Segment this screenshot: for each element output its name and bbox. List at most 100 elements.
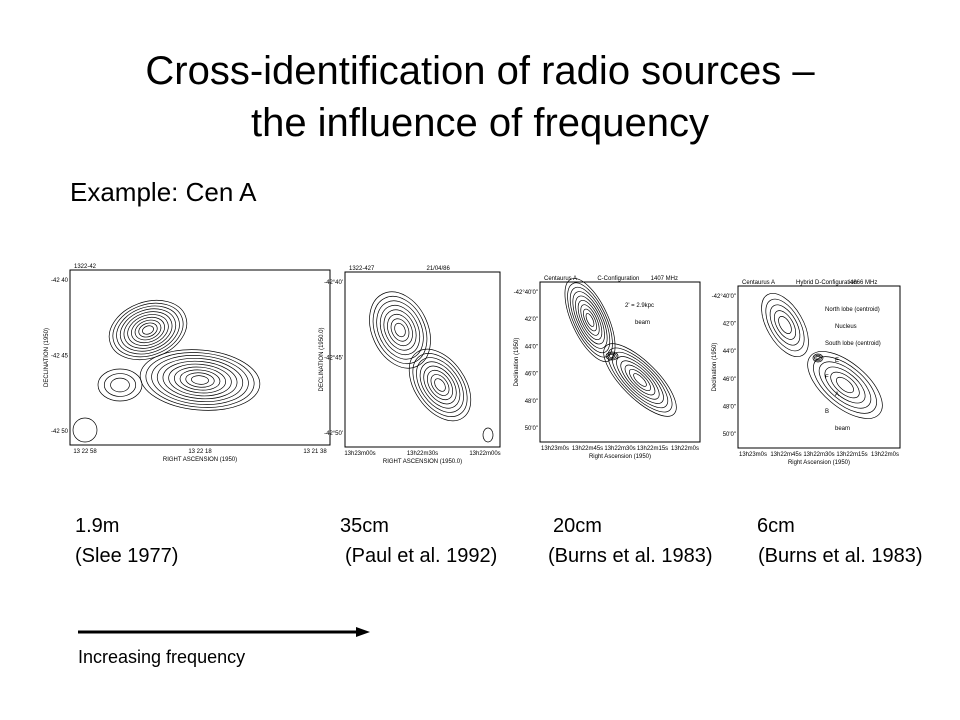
figure-ylabel: Declination (1950) [712, 343, 718, 392]
contour [110, 377, 130, 393]
figure-xtick: 13h23m0s [541, 446, 569, 452]
figure-xtick: 13h22m30s [604, 446, 635, 452]
figure-ylabel: Declination (1950) [514, 338, 520, 387]
contour [585, 313, 595, 327]
figure-ytick: 42'0" [525, 317, 538, 323]
contour [139, 349, 261, 411]
figure-ytick: 42'0" [723, 322, 736, 328]
reference: (Paul et al. 1992) [345, 545, 497, 567]
figure-annotation: A [835, 392, 839, 398]
figure-xtick: 13h23m0s [739, 452, 767, 458]
contour [112, 302, 184, 358]
wavelength: 1.9m [75, 515, 119, 537]
figures: 1322-42 DECLINATION (1950) RIGHT ASCENSION… [44, 264, 901, 466]
contour [168, 363, 232, 397]
figure-header: Centaurus A [742, 280, 775, 286]
figure-xtick: 13h22m0s [671, 446, 699, 452]
figure-annotation: B [825, 409, 829, 415]
figure-xtick: 13 22 58 [73, 449, 97, 455]
figure-ytick: 48'0" [525, 399, 538, 405]
figure-xlabel: RIGHT ASCENSION (1950.0) [383, 459, 462, 465]
contour [426, 369, 454, 401]
figure-xtick: 13h22m30s [407, 451, 438, 457]
figure-ytick: 44'0" [525, 344, 538, 350]
contour [778, 316, 792, 334]
figure-ytick: -42°45' [324, 356, 343, 362]
contour [824, 366, 866, 404]
contour [616, 356, 664, 404]
contour [179, 369, 221, 391]
contour [138, 322, 158, 338]
contour [807, 351, 883, 419]
contour [572, 291, 608, 349]
figure-xtick: 13h22m15s [836, 452, 867, 458]
figure-ytick: -42°40'0" [514, 290, 538, 296]
figure-annotation: beam [835, 426, 850, 432]
contour [376, 300, 424, 360]
contour [765, 298, 805, 352]
figure-ytick: 50'0" [723, 432, 736, 438]
figure-header: 1322-42 [74, 264, 97, 270]
contour [603, 343, 677, 417]
contour [434, 378, 446, 392]
contour [103, 373, 137, 397]
contour [416, 357, 464, 413]
contour [134, 319, 162, 341]
title-line: Cross-identification of radio sources – [145, 49, 815, 93]
figure-xtick: 13h22m30s [803, 452, 834, 458]
arrow-label: Increasing frequency [78, 647, 245, 667]
contour [607, 352, 617, 360]
figure-ytick: 46'0" [723, 377, 736, 383]
contour [369, 291, 431, 369]
figure-ytick: -42 45 [51, 354, 69, 360]
captions: 1.9m (Slee 1977) 35cm (Paul et al. 1992) 20c… [75, 515, 923, 567]
contour [412, 353, 468, 417]
contour [580, 304, 600, 336]
figure-ylabel: DECLINATION (1950.0) [319, 328, 325, 392]
figure-frame [737, 285, 901, 449]
wavelength: 35cm [340, 515, 389, 537]
contour [620, 360, 660, 400]
figure-header: C-Configuration [597, 276, 639, 282]
figure-frame [539, 281, 701, 443]
contour [818, 361, 872, 409]
figure-header: 4866 MHz [850, 280, 877, 286]
contour [394, 322, 406, 338]
contour [633, 373, 647, 387]
contour [408, 348, 472, 422]
contour [575, 295, 605, 345]
reference: (Slee 1977) [75, 545, 178, 567]
contour [174, 366, 226, 394]
subtitle: Example: Cen A [70, 177, 257, 207]
contour [482, 427, 494, 443]
figure-xtick: 13h22m0s [871, 452, 899, 458]
contour [151, 355, 249, 405]
contour [577, 299, 603, 341]
figure-xlabel: Right Ascension (1950) [788, 460, 850, 466]
figure-ytick: -42°40' [324, 280, 343, 286]
contour [423, 365, 457, 405]
figure-annotation: Nucleus [835, 324, 857, 330]
contour [131, 316, 165, 344]
figure-xtick: 13h22m45s [572, 446, 603, 452]
contour [116, 305, 180, 355]
figure-xlabel: Right Ascension (1950) [589, 454, 651, 460]
contour [97, 368, 143, 402]
figure-ytick: -42 40 [51, 278, 69, 284]
contour [419, 361, 461, 409]
contour [628, 368, 652, 392]
figure-ytick: 48'0" [723, 404, 736, 410]
contour [191, 375, 209, 385]
contour [814, 354, 822, 362]
figure-header: 1322-427 [349, 266, 375, 272]
contour [583, 308, 597, 332]
figure-ytick: 44'0" [723, 349, 736, 355]
contour [145, 352, 255, 408]
contour [119, 308, 177, 352]
contour [812, 353, 824, 363]
contour [387, 313, 413, 347]
figure-annotation: North lobe (centroid) [825, 307, 880, 313]
reference: (Burns et al. 1983) [548, 545, 713, 567]
contour [773, 310, 797, 340]
